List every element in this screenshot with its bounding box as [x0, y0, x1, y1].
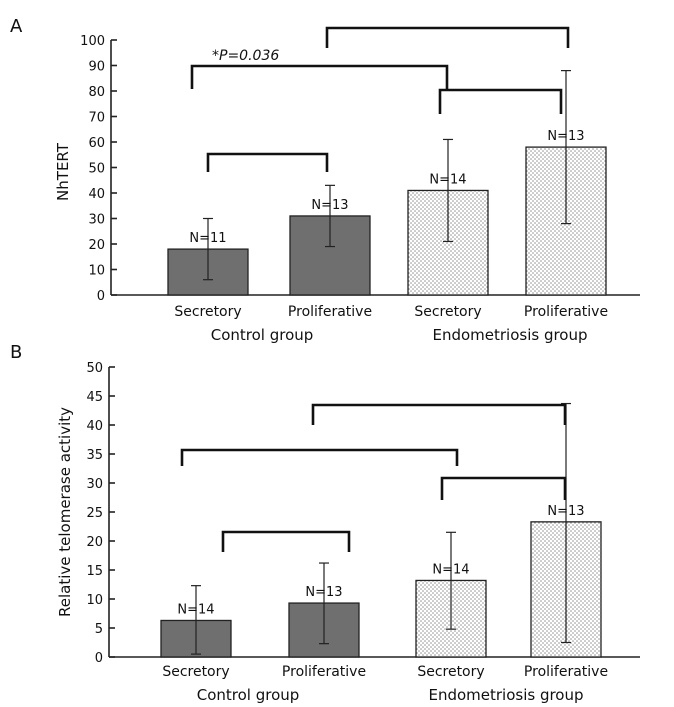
y-axis-label-a: NhTERT	[54, 142, 72, 201]
group-label-a-control: Control group	[211, 326, 314, 344]
category-label-b-2: Proliferative	[282, 664, 366, 680]
significance-bracket-b-4	[440, 476, 567, 500]
y-tick-label-b: 25	[86, 506, 103, 521]
y-tick-label-a: 20	[88, 238, 105, 253]
category-label-a-2: Proliferative	[288, 304, 372, 320]
y-tick-label-b: 45	[86, 390, 103, 405]
y-tick-label-b: 15	[86, 564, 103, 579]
y-tick-label-a: 60	[88, 136, 105, 151]
significance-bracket-a-4	[438, 88, 563, 114]
n-label-a-3: N=14	[429, 172, 466, 187]
y-tick-label-a: 50	[88, 162, 105, 177]
y-tick-label-b: 10	[86, 593, 103, 608]
category-label-a-3: Secretory	[414, 304, 481, 320]
panel-label-b: B	[10, 342, 22, 363]
y-tick-label-b: 20	[86, 535, 103, 550]
n-label-b-4: N=13	[547, 504, 584, 519]
category-label-b-4: Proliferative	[524, 664, 608, 680]
n-label-b-2: N=13	[305, 585, 342, 600]
n-label-b-3: N=14	[432, 562, 469, 577]
y-tick-label-b: 5	[95, 622, 103, 637]
y-axis-label-b: Relative telomerase activity	[56, 407, 74, 617]
significance-bracket-a-3	[325, 26, 570, 48]
y-tick-label-a: 90	[88, 60, 105, 75]
n-label-b-1: N=14	[177, 602, 214, 617]
plot-area-a: 0 10 20 30 40 50 60 70 80 90 100 N=11 Secretory N=13 P…	[80, 26, 640, 320]
n-label-a-4: N=13	[547, 129, 584, 144]
y-tick-label-a: 70	[88, 111, 105, 126]
category-label-b-1: Secretory	[162, 664, 229, 680]
group-label-b-endometriosis: Endometriosis group	[428, 686, 583, 704]
y-tick-label-b: 0	[95, 651, 103, 666]
y-tick-label-b: 35	[86, 448, 103, 463]
y-tick-label-a: 30	[88, 213, 105, 228]
y-tick-label-a: 40	[88, 187, 105, 202]
y-tick-label-a: 100	[80, 34, 105, 49]
y-tick-label-b: 30	[86, 477, 103, 492]
significance-bracket-a-2	[190, 64, 449, 89]
p-value-annotation: *P=0.036	[212, 48, 279, 64]
plot-area-b: 0 5 10 15 20 25 30 35 40 45 50 N=14 Secretory N=13 Pro…	[86, 361, 640, 680]
significance-bracket-b-3	[311, 403, 567, 425]
group-label-b-control: Control group	[197, 686, 300, 704]
y-tick-label-a: 10	[88, 264, 105, 279]
y-tick-label-b: 50	[86, 361, 103, 376]
panel-label-a: A	[10, 16, 23, 37]
y-tick-label-b: 40	[86, 419, 103, 434]
category-label-a-4: Proliferative	[524, 304, 608, 320]
category-label-b-3: Secretory	[417, 664, 484, 680]
significance-bracket-b-2	[180, 448, 459, 466]
n-label-a-2: N=13	[311, 198, 348, 213]
significance-bracket-b-1	[221, 530, 351, 552]
group-label-a-endometriosis: Endometriosis group	[432, 326, 587, 344]
y-tick-label-a: 80	[88, 85, 105, 100]
significance-bracket-a-1	[206, 152, 329, 172]
n-label-a-1: N=11	[189, 231, 226, 246]
y-tick-label-a: 0	[97, 289, 105, 304]
category-label-a-1: Secretory	[174, 304, 241, 320]
